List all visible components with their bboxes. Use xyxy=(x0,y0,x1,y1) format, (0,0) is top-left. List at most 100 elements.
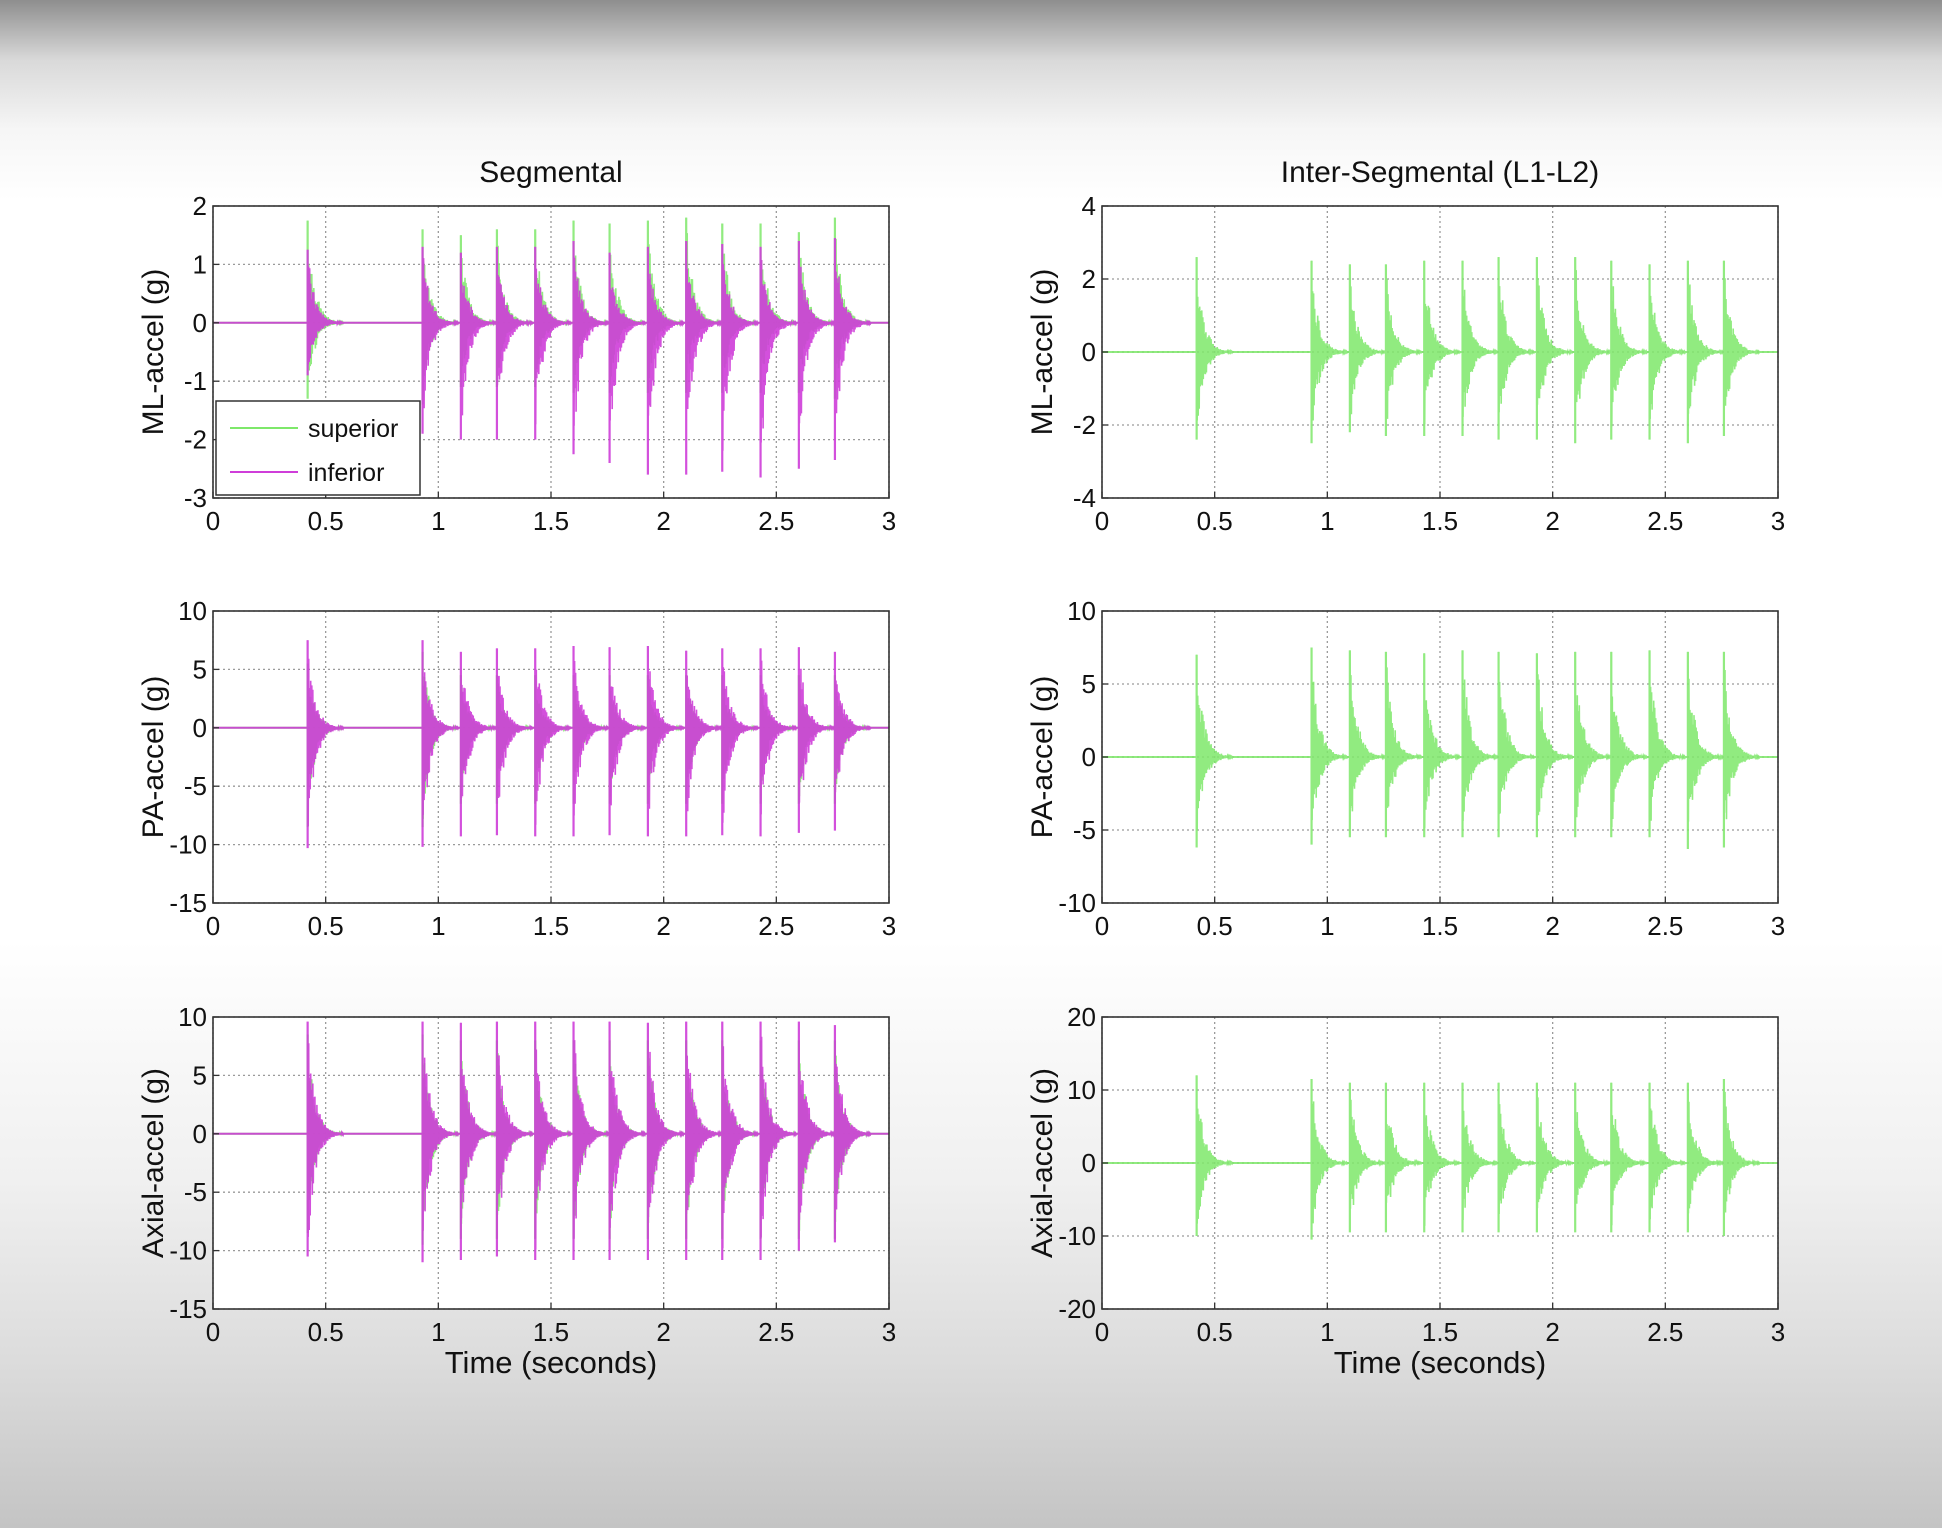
y-tick-label: 5 xyxy=(193,654,207,684)
burst xyxy=(834,238,872,414)
burst xyxy=(608,252,647,421)
x-tick-label: 1 xyxy=(431,506,445,536)
series-signal xyxy=(1102,257,1778,444)
burst xyxy=(1497,257,1536,413)
x-tick-label: 2.5 xyxy=(1647,911,1683,941)
y-tick-label: -1 xyxy=(184,366,207,396)
burst xyxy=(1195,257,1234,421)
y-tick-label: 0 xyxy=(193,1119,207,1149)
burst xyxy=(534,246,573,425)
burst xyxy=(1310,647,1349,821)
x-tick-label: 2.5 xyxy=(758,1317,794,1347)
y-tick-label: -10 xyxy=(1058,1221,1096,1251)
burst xyxy=(1310,1078,1349,1224)
y-tick-label: 10 xyxy=(178,1002,207,1032)
x-tick-label: 0 xyxy=(1095,506,1109,536)
x-tick-label: 3 xyxy=(1771,506,1785,536)
x-tick-label: 0 xyxy=(1095,1317,1109,1347)
y-tick-label: -10 xyxy=(169,830,207,860)
burst xyxy=(834,1025,872,1210)
x-tick-label: 1 xyxy=(1320,1317,1334,1347)
burst xyxy=(685,650,723,812)
burst xyxy=(1461,260,1500,417)
burst xyxy=(1349,650,1387,812)
subplot-1: 0 0.5 1 1.5 2 2.5 3 2 1 0 -1 -2 -3 ML-accel (g) Segmen… xyxy=(137,156,896,536)
x-tick-label: 0.5 xyxy=(308,1317,344,1347)
burst xyxy=(421,246,460,409)
burst xyxy=(572,645,611,816)
burst xyxy=(1610,651,1649,828)
y-tick-label: -3 xyxy=(184,483,207,513)
y-tick-label: 10 xyxy=(1067,1075,1096,1105)
burst xyxy=(534,1021,573,1250)
x-tick-label: 1.5 xyxy=(533,911,569,941)
y-tick-label: 5 xyxy=(193,1060,207,1090)
x-tick-label: 1 xyxy=(1320,506,1334,536)
subplot-2: 0 0.5 1 1.5 2 2.5 3 4 2 0 -2 -4 ML-accel (g) Inter-Se… xyxy=(1026,156,1785,536)
y-tick-label: 10 xyxy=(178,596,207,626)
burst xyxy=(1687,651,1725,822)
x-tick-label: 0 xyxy=(206,911,220,941)
y-tick-label: -20 xyxy=(1058,1294,1096,1324)
burst xyxy=(759,648,798,815)
y-axis-label: PA-accel (g) xyxy=(1026,676,1059,839)
burst xyxy=(1349,264,1387,415)
y-tick-label: 0 xyxy=(193,713,207,743)
burst xyxy=(1723,1078,1761,1213)
burst xyxy=(1687,1082,1725,1214)
y-tick-label: -15 xyxy=(169,888,207,918)
y-tick-label: -4 xyxy=(1073,483,1096,513)
burst xyxy=(421,1021,460,1231)
x-axis-label: Time (seconds) xyxy=(445,1345,657,1380)
series-signal xyxy=(1102,647,1778,849)
burst xyxy=(1423,260,1462,425)
burst xyxy=(306,640,345,827)
x-tick-label: 0.5 xyxy=(308,911,344,941)
x-tick-label: 2 xyxy=(1545,506,1559,536)
legend-label-superior: superior xyxy=(308,415,398,443)
burst xyxy=(460,651,498,798)
x-tick-label: 2.5 xyxy=(1647,506,1683,536)
burst xyxy=(798,240,836,424)
burst xyxy=(1574,1082,1612,1204)
burst xyxy=(608,1021,647,1228)
subplot-3: 0 0.5 1 1.5 2 2.5 3 10 5 0 -5 -10 -15 PA-accel (g) xyxy=(137,596,896,941)
x-tick-label: 0 xyxy=(206,506,220,536)
x-tick-label: 1.5 xyxy=(533,506,569,536)
y-axis-label: PA-accel (g) xyxy=(137,676,170,839)
y-tick-label: -5 xyxy=(184,1177,207,1207)
burst xyxy=(1610,260,1649,427)
x-tick-label: 2 xyxy=(656,911,670,941)
x-tick-label: 0 xyxy=(206,1317,220,1347)
x-tick-label: 3 xyxy=(882,911,896,941)
x-tick-label: 2 xyxy=(1545,1317,1559,1347)
burst xyxy=(1536,257,1574,405)
burst xyxy=(306,1021,345,1237)
burst xyxy=(647,1022,685,1218)
burst xyxy=(1648,1082,1687,1220)
burst xyxy=(1648,650,1687,821)
burst xyxy=(496,246,534,386)
burst xyxy=(685,240,724,410)
y-axis-label: Axial-accel (g) xyxy=(137,1068,170,1258)
y-tick-label: 4 xyxy=(1082,191,1096,221)
x-tick-label: 1 xyxy=(1320,911,1334,941)
burst xyxy=(572,240,611,426)
x-tick-label: 2 xyxy=(1545,911,1559,941)
y-tick-label: -2 xyxy=(1073,410,1096,440)
x-tick-label: 0.5 xyxy=(1197,1317,1233,1347)
y-tick-label: 1 xyxy=(193,249,207,279)
y-tick-label: 0 xyxy=(193,308,207,338)
x-tick-label: 1.5 xyxy=(1422,911,1458,941)
burst xyxy=(1385,651,1423,808)
burst xyxy=(1461,1082,1500,1221)
burst xyxy=(1610,1082,1648,1226)
y-tick-label: 0 xyxy=(1082,1148,1096,1178)
series-inferior xyxy=(213,640,889,849)
x-tick-label: 0.5 xyxy=(1197,911,1233,941)
burst xyxy=(1423,1082,1461,1226)
burst xyxy=(1536,1082,1574,1209)
x-tick-label: 0 xyxy=(1095,911,1109,941)
legend: superior inferior xyxy=(215,400,421,496)
